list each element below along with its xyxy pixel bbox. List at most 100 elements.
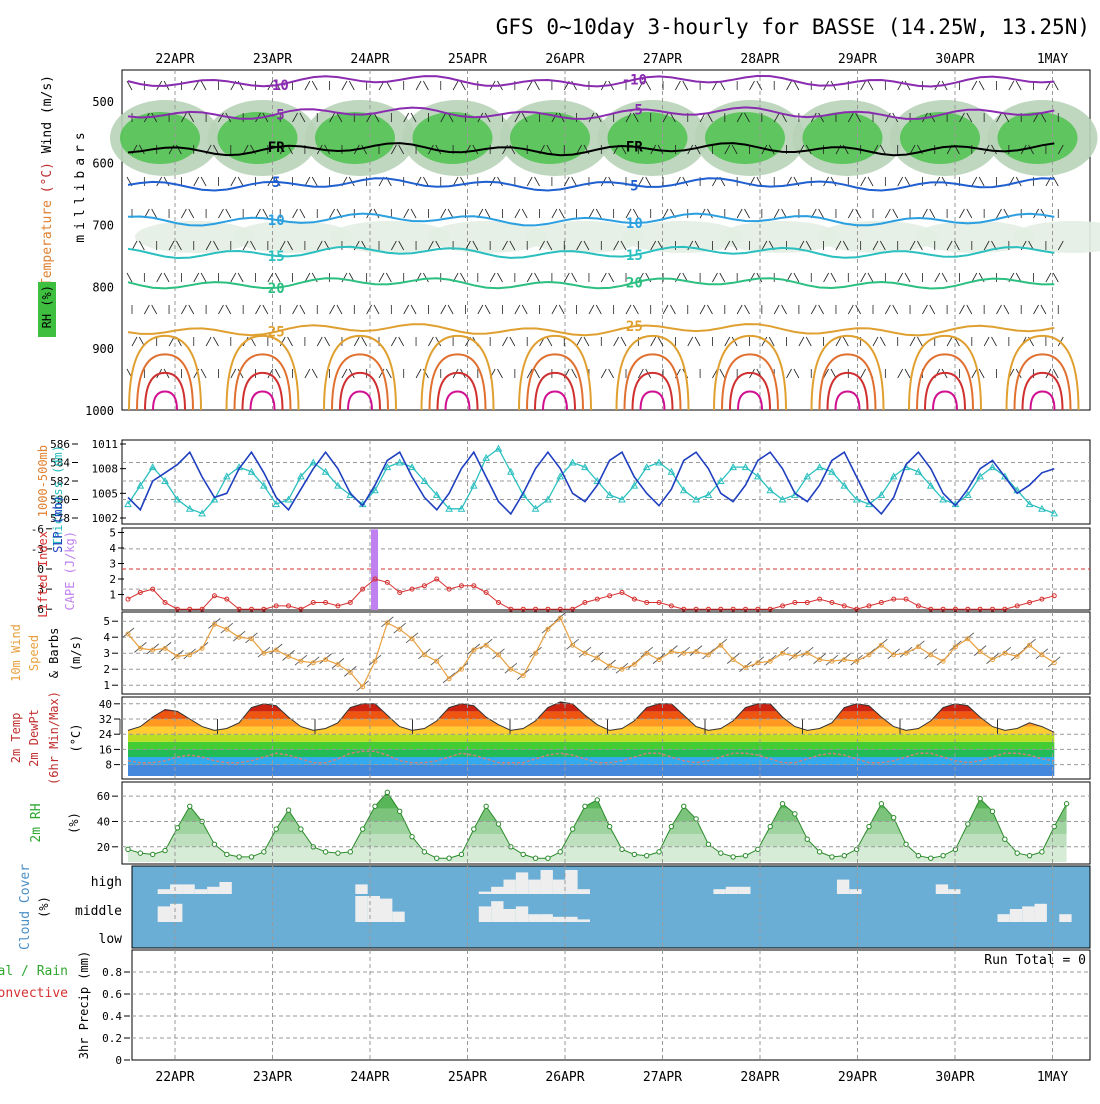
cloud-bar-middle (1059, 914, 1071, 922)
isotherm-label-15: 15 (268, 249, 285, 265)
label-temperature: Temperature (40, 200, 55, 286)
date-label-bottom: 23APR (253, 1070, 292, 1085)
temp-tick-label: 40 (99, 698, 112, 711)
rh-point (1015, 851, 1019, 855)
date-label-top: 1MAY (1037, 52, 1068, 67)
isotherm-label--10: -10 (264, 78, 289, 94)
rh-point (966, 822, 970, 826)
cloud-bar-high (504, 880, 516, 894)
rh-point (188, 804, 192, 808)
isotherm-label-5: 5 (272, 175, 280, 191)
cloud-bar-high (158, 889, 170, 894)
label-wind-unit: (m/s) (69, 635, 83, 671)
isotherm-label-20: 20 (268, 281, 285, 297)
label-2m-rh: 2m RH (29, 803, 44, 842)
cloud-bar-high (219, 882, 231, 894)
rh-point (645, 853, 649, 857)
mb-tick-label: 700 (92, 219, 114, 233)
temp-tick-label: 24 (99, 728, 113, 741)
isotherm-label-20: 20 (626, 276, 643, 292)
rh-point (286, 808, 290, 812)
rh-point (249, 855, 253, 859)
label-barbs: & Barbs (47, 628, 61, 679)
rh-point (237, 855, 241, 859)
rh-shade-70 (705, 112, 785, 164)
cloud-bar-middle (479, 906, 491, 922)
date-label-bottom: 28APR (740, 1070, 779, 1085)
cloud-bar-high (491, 887, 503, 894)
rh-point (632, 852, 636, 856)
precip-tick-label: 0.4 (102, 1010, 122, 1023)
label-total-rain: Total / Rain (0, 964, 68, 979)
rh-point (842, 853, 846, 857)
rh-point (756, 847, 760, 851)
cloud-bar-high (713, 889, 725, 894)
rh-point (274, 827, 278, 831)
label-thickness-1000-500: 1000-500mb (36, 445, 50, 517)
cloud-bar-middle (491, 901, 503, 922)
temp-tick-label: 32 (99, 713, 112, 726)
cloud-bar-middle (998, 914, 1010, 922)
wind-panel-labels: 10m Wind Speed & Barbs (m/s) (9, 624, 83, 682)
label-cloud-cover: Cloud Cover (18, 864, 33, 950)
cape-tick-label: 1 (109, 589, 116, 602)
cloud-bar-high (541, 870, 553, 894)
date-label-bottom: 25APR (448, 1070, 487, 1085)
label-lifted-index: Lifted Index (36, 531, 50, 618)
chart-title: GFS 0~10day 3-hourly for BASSE (14.25W, … (496, 15, 1090, 39)
date-label-top: 27APR (643, 52, 682, 67)
cloud-panel-frame (132, 866, 1090, 948)
date-label-bottom: 24APR (350, 1070, 389, 1085)
cloud-bar-middle (355, 896, 367, 922)
wind-tick-label: 5 (103, 615, 110, 628)
rh-point (225, 852, 229, 856)
cloud-bar-middle (392, 912, 404, 922)
rh-point (669, 824, 673, 828)
upper-panel-labels: Wind (m/s) (°C) Temperature RH (%) milli… (38, 75, 88, 337)
cloud-cover-panel (132, 866, 1090, 948)
cloud-bar-high (936, 884, 948, 894)
mb-tick-label: 500 (92, 95, 114, 109)
rh-point (373, 804, 377, 808)
isotherm-label--10: -10 (622, 73, 647, 89)
slp-tick-label: 1008 (92, 463, 119, 476)
rh-point (459, 852, 463, 856)
rh-point (533, 856, 537, 860)
rh-point (262, 850, 266, 854)
rh-point (1003, 837, 1007, 841)
label-10m-wind: 10m Wind (9, 624, 23, 682)
wind-tick-label: 4 (103, 631, 110, 644)
rh-point (830, 855, 834, 859)
mb-tick-label: 900 (92, 342, 114, 356)
date-label-top: 22APR (155, 52, 194, 67)
cloud-bar-middle (380, 899, 392, 922)
label-cloud-low: low (99, 932, 123, 947)
rh-point (398, 809, 402, 813)
rh-point (472, 827, 476, 831)
isotherm-label-25: 25 (626, 319, 643, 335)
rh-point (1027, 853, 1031, 857)
cloud-bar-high (726, 887, 738, 894)
rh-point (583, 804, 587, 808)
date-label-top: 28APR (740, 52, 779, 67)
rh-point (854, 847, 858, 851)
temp-band (122, 734, 1090, 742)
cape-tick-label: 4 (109, 542, 116, 555)
rh-point (410, 834, 414, 838)
precip-panel-frame (132, 950, 1090, 1060)
rh-point (496, 822, 500, 826)
rh-point (546, 856, 550, 860)
rh-point (595, 798, 599, 802)
date-label-top: 24APR (350, 52, 389, 67)
cloud-bar-middle (1022, 906, 1034, 922)
cloud-bar-middle (565, 917, 577, 922)
cloud-bar-high (182, 884, 194, 894)
label-rh: RH (%) (40, 285, 54, 328)
mb-tick-label: 1000 (85, 404, 114, 418)
rh-point (299, 827, 303, 831)
rh-point (126, 847, 130, 851)
cloud-bar-high (355, 884, 367, 894)
